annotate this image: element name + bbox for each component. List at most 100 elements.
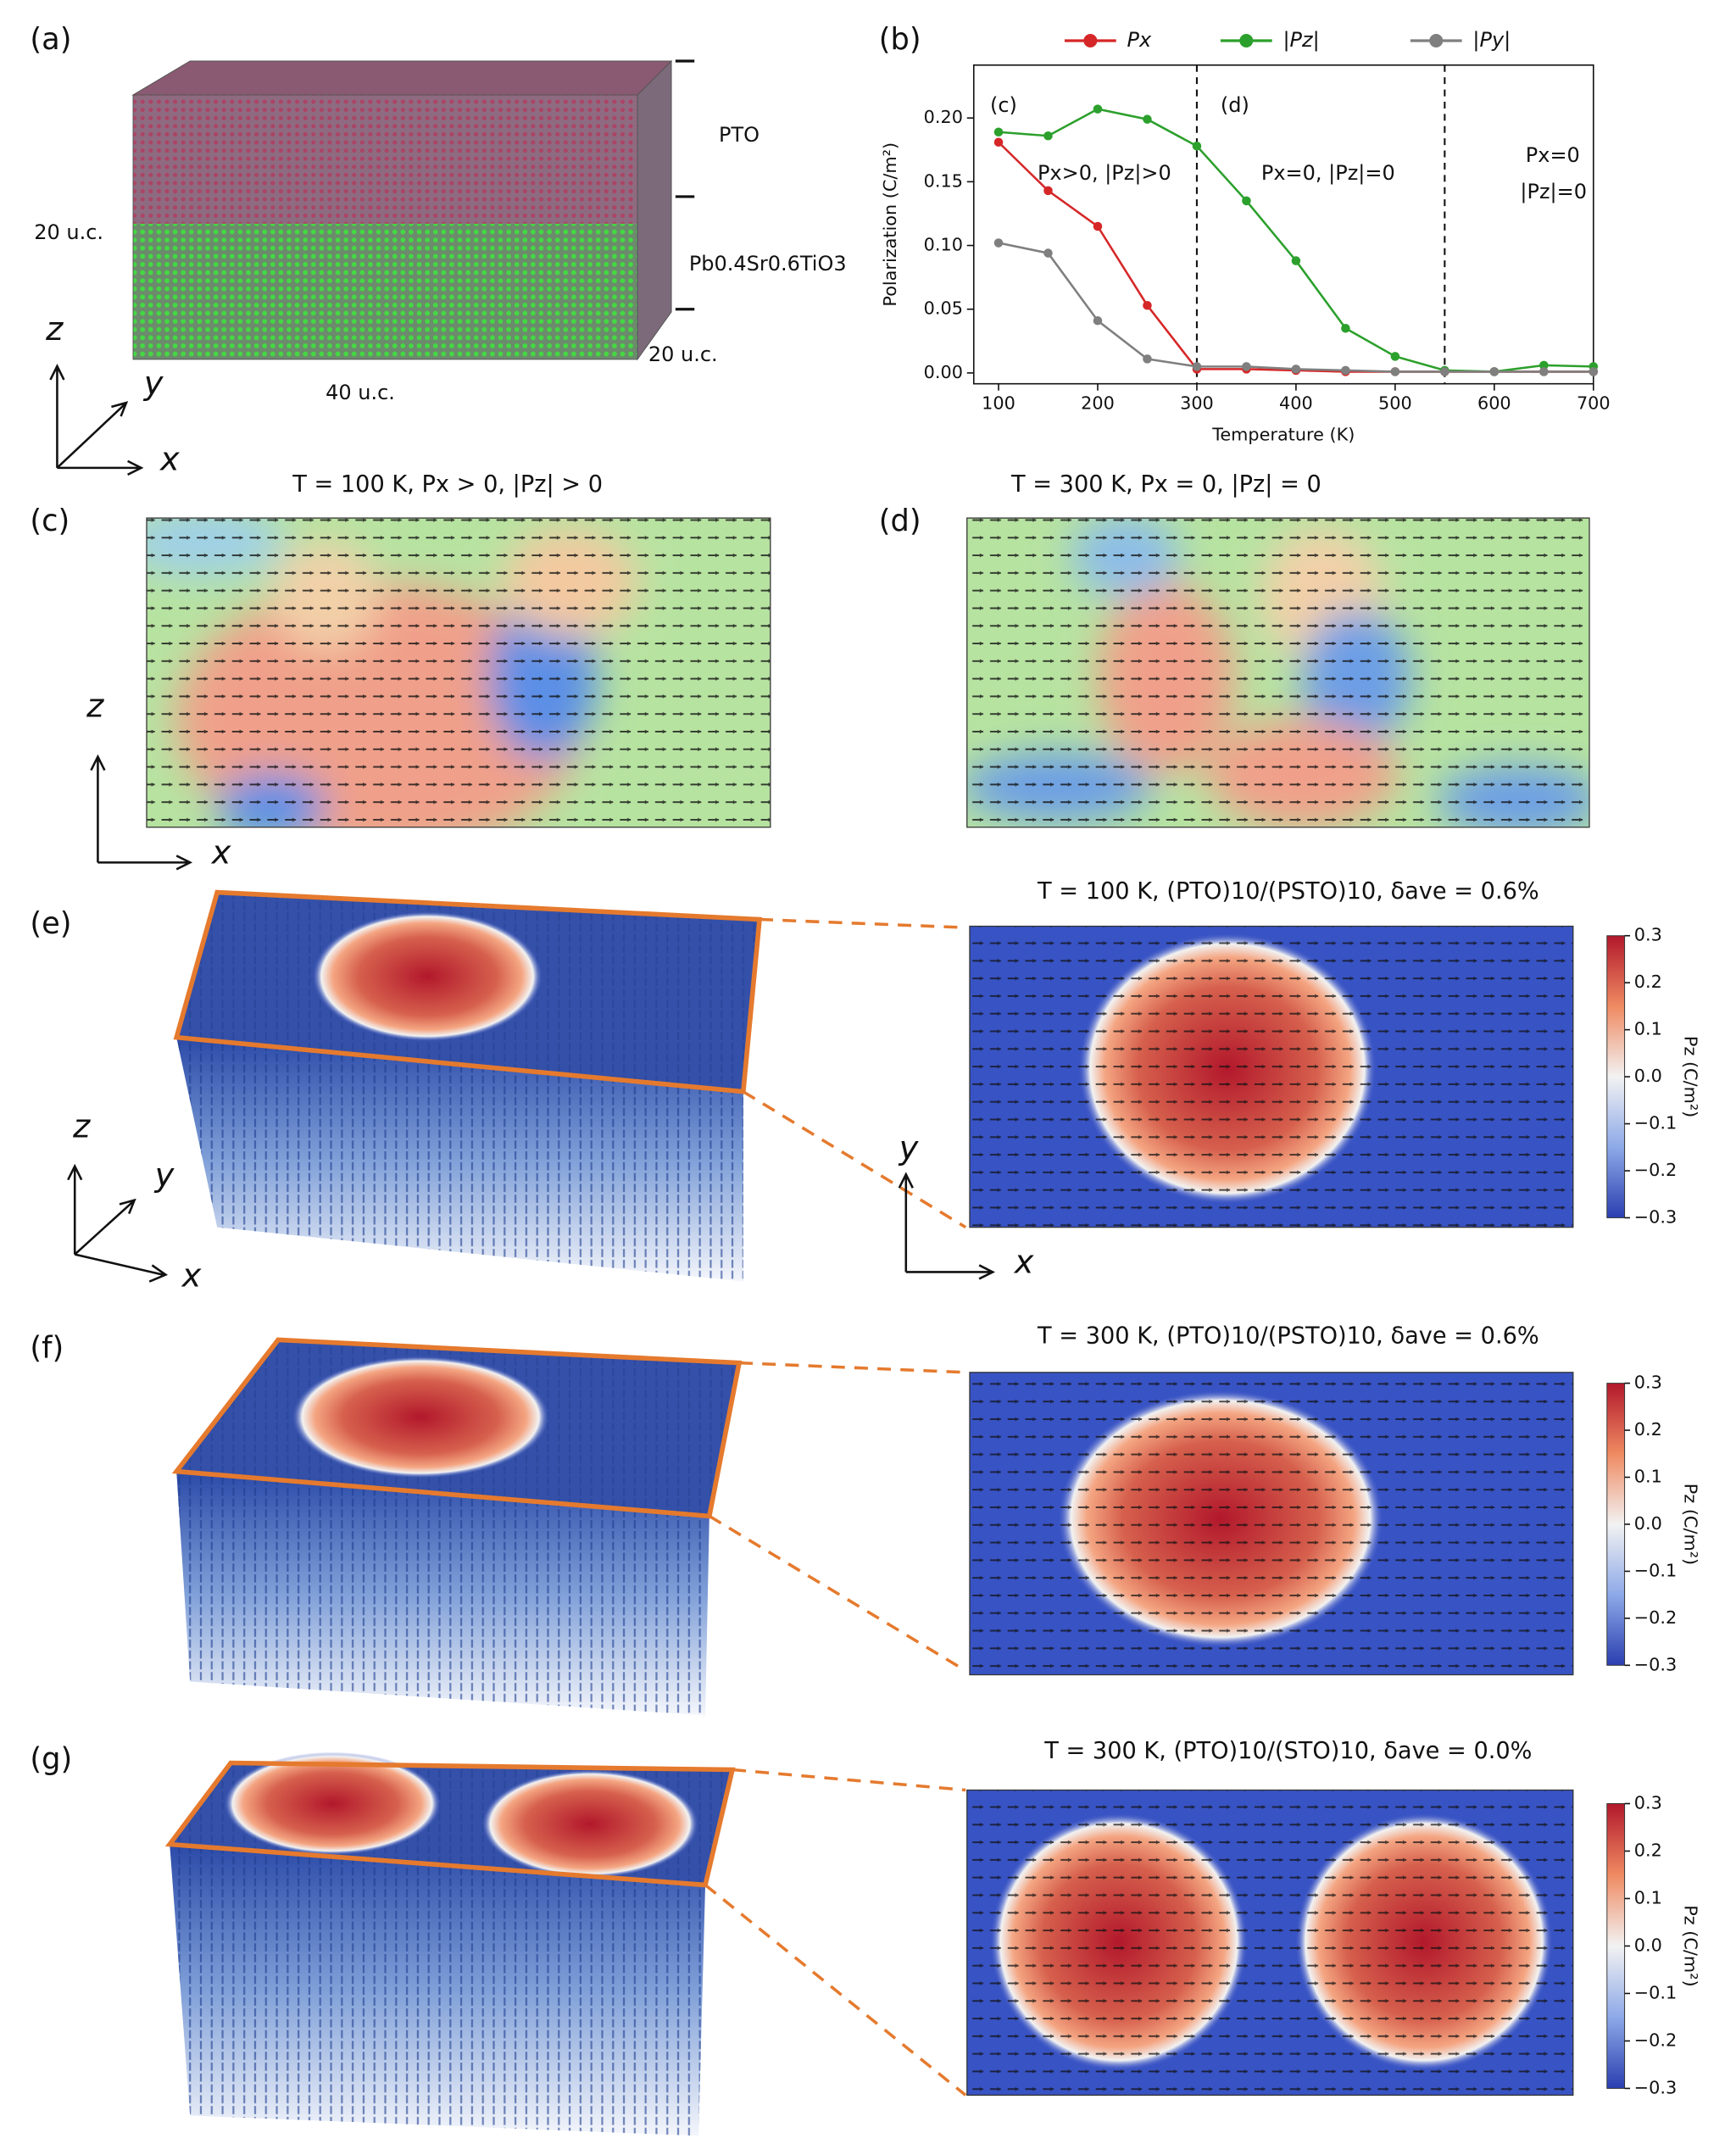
axis-letter: x [1014,1243,1035,1281]
panel-title: T = 100 K, Px > 0, |Pz| > 0 [292,471,603,498]
x-tick-label: 700 [1577,393,1611,414]
panel-label: (e) [30,906,71,941]
axis-letter: y [899,1129,920,1167]
colorbar-tick-label: 0.1 [1634,1019,1662,1039]
data-point [1539,360,1549,370]
data-point [993,127,1004,137]
annotation: Px=0 [1526,143,1580,167]
data-point [1192,141,1202,151]
data-point [1143,354,1152,364]
colorbar-tick-label: 0.1 [1634,1887,1662,1907]
panel-label: (d) [879,504,921,538]
colorbar-tick-label: −0.3 [1634,1206,1677,1227]
dimension-label: 40 u.c. [326,381,395,404]
colorbar-tick-label: 0.2 [1634,972,1662,992]
data-point [993,238,1004,248]
y-tick-label: 0.05 [924,298,963,319]
y-tick-label: 0.00 [924,362,963,382]
data-point [1440,367,1449,376]
data-point [1242,362,1251,371]
block-3d [171,1337,967,1716]
y-axis-label: Polarization (C/m²) [880,142,900,307]
colorbar-tick-label: −0.1 [1634,1982,1677,2002]
axes-triad [49,364,144,476]
y-tick-label: 0.10 [924,235,963,255]
data-point [1093,221,1103,231]
heatmap [969,1372,1574,1676]
data-point [1043,186,1053,196]
annotation: (d) [1221,93,1249,117]
data-point [1143,114,1152,124]
colorbar-tick-label: −0.2 [1634,1607,1677,1628]
colorbar [1606,1803,1626,2089]
colorbar-tick-label: 0.1 [1634,1467,1662,1487]
colorbar-tick-label: −0.2 [1634,1160,1677,1180]
panel-title: T = 300 K, Px = 0, |Pz| = 0 [1010,471,1321,498]
data-point [1043,131,1053,141]
axis-letter: z [86,688,104,726]
data-point [1341,365,1350,376]
heatmap [146,517,771,828]
axis-letter: z [45,310,64,348]
heatmap [966,517,1590,828]
layer-label: PTO [719,123,760,147]
legend-label: |Py| [1472,28,1511,52]
supercell [131,59,695,361]
data-point [1341,324,1350,333]
data-point [1489,367,1500,376]
x-tick-label: 500 [1378,393,1412,414]
colorbar-tick-label: 0.2 [1634,1419,1662,1440]
panel-label: (a) [30,22,71,57]
x-tick-label: 200 [1081,393,1115,414]
colorbar-tick-label: 0.3 [1634,925,1662,945]
data-point [1093,104,1103,114]
axes-pair [90,754,193,871]
colorbar [1606,935,1626,1218]
data-point [1291,256,1301,265]
block-3d [173,889,967,1282]
heatmap [966,1789,1574,2097]
legend-marker [1083,33,1098,47]
axis-letter: x [211,833,232,872]
panel-title: T = 300 K, (PTO)10/(STO)10, δave = 0.0% [1043,1738,1532,1764]
annotation: (c) [990,93,1017,117]
data-point [1043,248,1053,258]
data-point [1390,367,1400,376]
colorbar-tick-label: 0.0 [1634,1066,1662,1086]
panel-label: (f) [30,1331,64,1366]
panel-title: T = 100 K, (PTO)10/(PSTO)10, δave = 0.6% [1037,878,1539,905]
colorbar-tick-label: −0.1 [1634,1560,1677,1580]
legend-marker [1429,33,1444,47]
colorbar-tick-label: −0.1 [1634,1113,1677,1133]
annotation: Px>0, |Pz|>0 [1038,161,1171,185]
x-tick-label: 400 [1279,393,1313,414]
dimension-label: 20 u.c. [648,342,718,366]
annotation: |Pz|=0 [1520,180,1587,203]
colorbar-tick-label: 0.2 [1634,1840,1662,1860]
axes-triad [67,1163,169,1283]
panel-title: T = 300 K, (PTO)10/(PSTO)10, δave = 0.6% [1037,1323,1539,1350]
block-3d [164,1751,967,2136]
axis-letter: y [143,365,164,403]
panel-label: (b) [879,22,921,57]
data-point [1242,196,1251,206]
colorbar-tick-label: 0.3 [1634,1373,1662,1393]
colorbar-label: Pz (C/m²) [1680,1036,1700,1117]
layer-label: Pb0.4Sr0.6TiO3 [689,252,847,276]
legend-label: |Pz| [1283,28,1319,52]
annotation: Px=0, |Pz|=0 [1261,161,1395,185]
colorbar [1606,1383,1626,1666]
data-point [1291,365,1301,374]
colorbar-label: Pz (C/m²) [1680,1484,1700,1565]
x-tick-label: 100 [982,393,1015,414]
colorbar-tick-label: −0.3 [1634,1654,1677,1674]
axis-letter: x [181,1256,203,1295]
data-point [1539,367,1549,376]
panel-label: (c) [30,504,70,538]
x-tick-label: 600 [1477,393,1511,414]
heatmap [969,925,1574,1228]
series-line [998,108,1594,373]
panel-label: (g) [30,1741,72,1776]
x-tick-label: 300 [1180,393,1214,414]
